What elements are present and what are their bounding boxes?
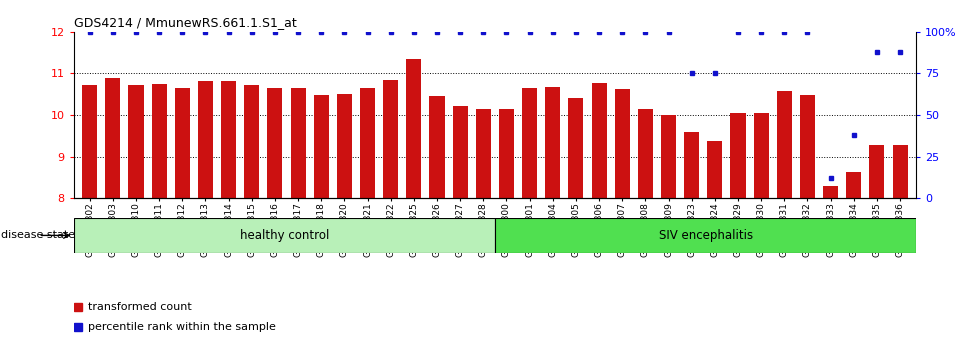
Bar [614, 89, 630, 198]
Bar [499, 109, 514, 198]
Bar [453, 106, 467, 198]
Bar [592, 82, 607, 198]
Bar [893, 145, 907, 198]
Bar [800, 95, 815, 198]
Bar [568, 98, 583, 198]
Bar [383, 80, 398, 198]
Bar [105, 79, 121, 198]
Bar [128, 85, 143, 198]
Bar [847, 172, 861, 198]
Bar [244, 85, 260, 198]
Bar [476, 109, 491, 198]
Bar [545, 87, 561, 198]
Bar [869, 145, 885, 198]
Bar [708, 141, 722, 198]
Bar [662, 115, 676, 198]
Text: transformed count: transformed count [88, 302, 192, 312]
Bar [221, 81, 236, 198]
Bar [754, 113, 768, 198]
Bar [429, 96, 445, 198]
Bar [174, 88, 190, 198]
Bar [198, 81, 213, 198]
Bar [823, 186, 838, 198]
Bar [684, 132, 700, 198]
Bar [407, 59, 421, 198]
Text: percentile rank within the sample: percentile rank within the sample [88, 322, 276, 332]
Bar [522, 88, 537, 198]
Bar [495, 218, 916, 253]
Bar [290, 88, 306, 198]
Bar [82, 85, 97, 198]
Bar [638, 109, 653, 198]
Text: SIV encephalitis: SIV encephalitis [659, 229, 753, 242]
Bar [360, 88, 375, 198]
Bar [314, 95, 328, 198]
Bar [777, 91, 792, 198]
Bar [152, 84, 167, 198]
Bar [74, 218, 495, 253]
Bar [268, 88, 282, 198]
Bar [730, 113, 746, 198]
Text: disease state: disease state [1, 230, 75, 240]
Text: GDS4214 / MmunewRS.661.1.S1_at: GDS4214 / MmunewRS.661.1.S1_at [74, 16, 296, 29]
Bar [337, 94, 352, 198]
Text: healthy control: healthy control [239, 229, 329, 242]
